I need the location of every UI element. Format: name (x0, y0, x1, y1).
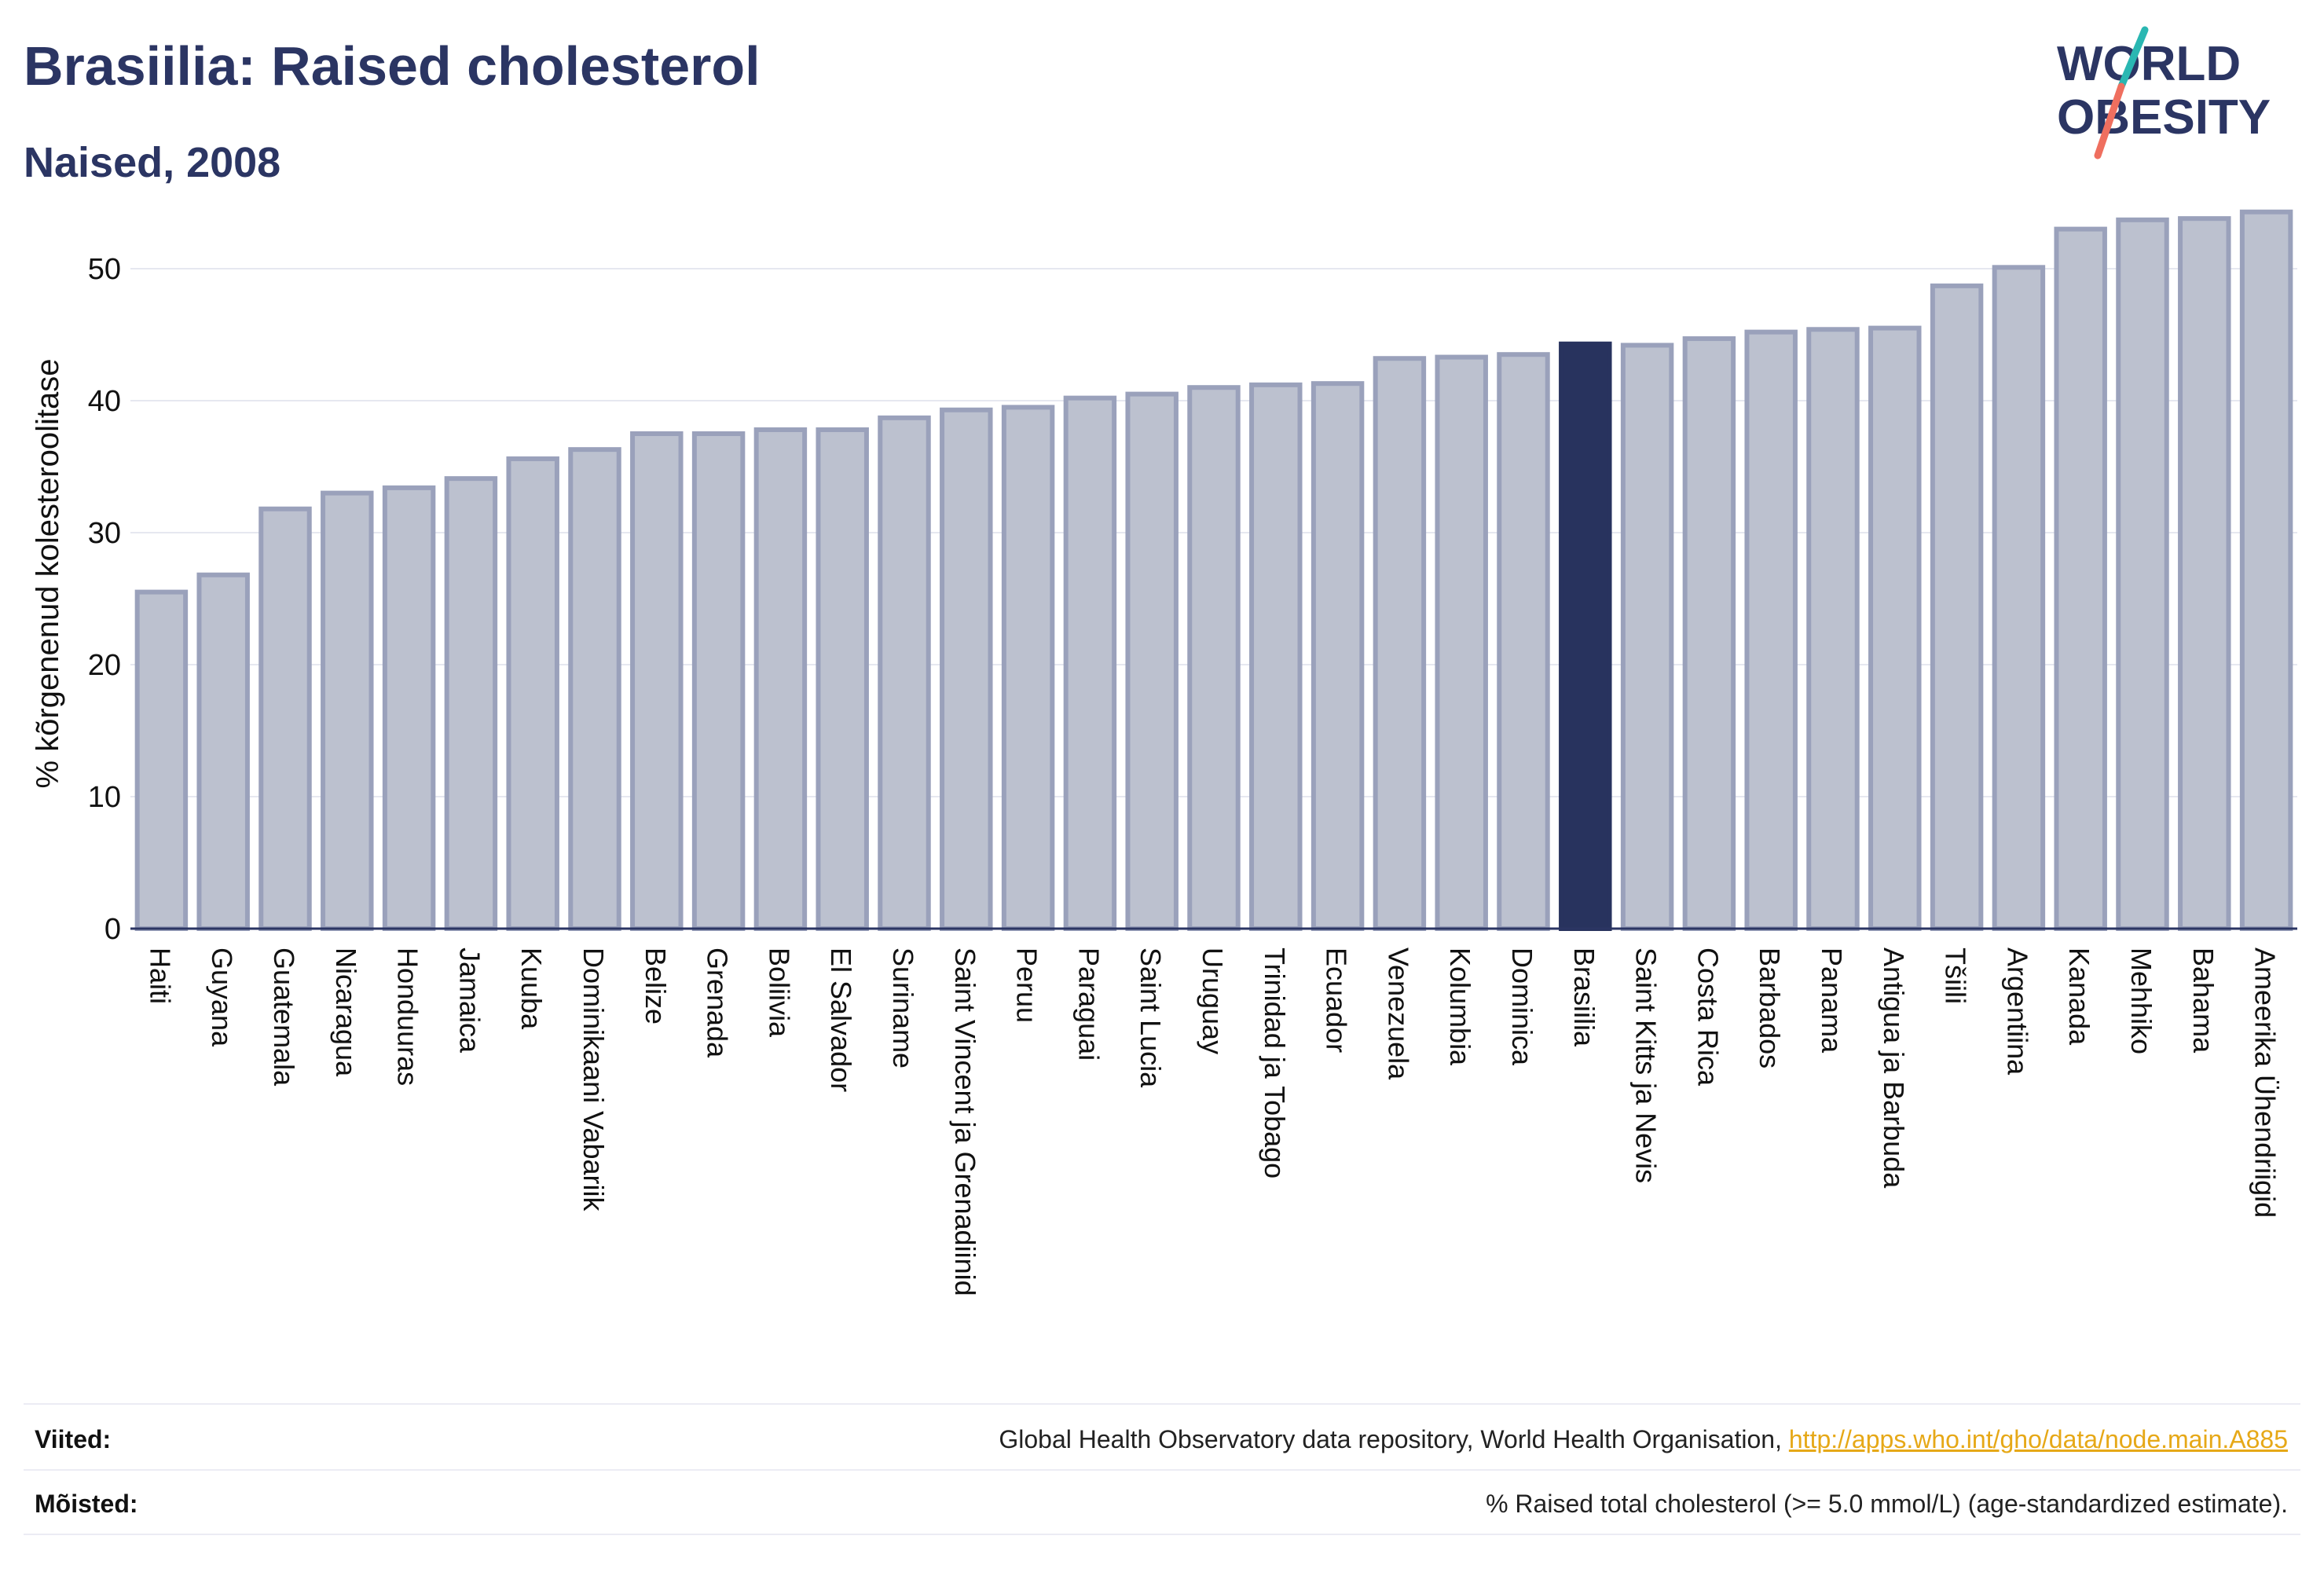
bar (506, 456, 559, 931)
x-tick-label: Saint Lucia (1135, 947, 1167, 1088)
x-tick-label: Uruguay (1197, 947, 1229, 1054)
bars (134, 209, 2293, 932)
x-tick-label: Mehhiko (2125, 947, 2157, 1054)
x-tick-label: Venezuela (1382, 947, 1414, 1080)
bar (2239, 209, 2293, 931)
bar (940, 407, 993, 931)
x-tick-label: Kuuba (515, 947, 548, 1030)
bar (568, 447, 621, 931)
x-tick-label: Suriname (887, 947, 919, 1068)
footer-divider-bottom (24, 1534, 2300, 1535)
bar (258, 506, 312, 931)
bar (1187, 385, 1241, 931)
x-tick-label: Jamaica (453, 947, 486, 1054)
x-tick-label: Costa Rica (1692, 947, 1724, 1087)
y-tick-label: 30 (88, 517, 121, 550)
definitions-label: Mõisted: (35, 1490, 138, 1518)
bar (134, 589, 189, 931)
bar (321, 490, 374, 931)
bar (753, 427, 808, 931)
bar-chart: 0 10 20 30 40 50 Haiti Guyana Guatemala Nicaragu… (31, 209, 2297, 1296)
bar (1744, 329, 1798, 931)
footer-divider-middle (24, 1469, 2300, 1471)
x-tick-label: Peruu (1011, 947, 1043, 1023)
x-tick-label: Brasiilia (1568, 947, 1600, 1047)
bar (878, 415, 931, 931)
bar (1373, 356, 1427, 931)
footer-divider-top (24, 1403, 2300, 1405)
bar (1001, 405, 1055, 931)
x-tick-label: Ecuador (1321, 947, 1353, 1053)
x-tick-label: Antigua ja Barbuda (1878, 947, 1910, 1189)
x-tick-label: Saint Kitts ja Nevis (1630, 947, 1662, 1183)
x-tick-label: Bahama (2187, 947, 2220, 1054)
bar (1435, 354, 1488, 931)
logo-slash-bottom (2094, 82, 2125, 159)
world-obesity-logo: WORLD OBESITY (2057, 26, 2271, 159)
bar (444, 476, 498, 931)
bar (1868, 325, 1922, 932)
y-axis-label: % kõrgenenud kolesteroolitase (31, 358, 65, 788)
definitions-text: % Raised total cholesterol (>= 5.0 mmol/… (1486, 1490, 2288, 1518)
y-tick-label: 40 (88, 385, 121, 418)
bar (1682, 336, 1736, 932)
chart-title: Brasiilia: Raised cholesterol (24, 35, 761, 97)
sources-link[interactable]: http://apps.who.int/gho/data/node.main.A… (1788, 1425, 2288, 1453)
logo-slash-top (2117, 26, 2149, 90)
x-tick-label: Guyana (206, 947, 238, 1047)
sources-text: Global Health Observatory data repositor… (999, 1425, 2288, 1454)
x-tick-label: Dominica (1506, 947, 1538, 1066)
bar (2178, 216, 2231, 932)
logo-line-obesity: OBESITY (2057, 90, 2271, 145)
sources-description: Global Health Observatory data repositor… (999, 1425, 1789, 1453)
x-tick-label: Guatemala (268, 947, 300, 1087)
logo-line-world: WORLD (2057, 37, 2241, 91)
x-tick-label: Dominikaani Vabariik (577, 947, 610, 1211)
bar (1806, 327, 1860, 931)
x-tick-label: Tšiili (1940, 947, 1972, 1004)
x-tick-label: Belize (640, 947, 672, 1024)
bar (816, 427, 869, 931)
x-tick-label: Kolumbia (1444, 947, 1476, 1066)
x-tick-label: El Salvador (825, 947, 857, 1092)
bar (1249, 382, 1303, 931)
x-tick-label: Haiti (144, 947, 176, 1004)
x-tick-label: Honduuras (392, 947, 424, 1086)
bar (1125, 391, 1178, 932)
bar (1310, 381, 1365, 932)
bar (1497, 352, 1550, 931)
x-tick-label: Nicaragua (330, 947, 362, 1077)
x-tick-labels: Haiti Guyana Guatemala Nicaragua Honduuras Ja… (144, 947, 2281, 1296)
x-tick-label: Trinidad ja Tobago (1259, 947, 1291, 1178)
bar (2054, 226, 2107, 932)
y-tick-label: 50 (88, 253, 121, 286)
bar (691, 431, 746, 931)
bar-highlighted (1559, 341, 1612, 931)
bar (1620, 343, 1674, 931)
x-tick-label: Ameerika Ühendriigid (2249, 947, 2282, 1218)
x-tick-label: Kanada (2063, 947, 2095, 1046)
x-tick-label: Grenada (702, 947, 734, 1058)
bar (630, 431, 684, 931)
y-tick-labels: 0 10 20 30 40 50 (88, 253, 121, 946)
x-tick-label: Paraguai (1072, 947, 1105, 1061)
sources-label: Viited: (35, 1425, 112, 1453)
x-tick-label: Boliivia (763, 947, 795, 1038)
bar (196, 572, 250, 931)
x-tick-label: Panama (1816, 947, 1848, 1054)
bar (2116, 217, 2169, 931)
y-tick-label: 20 (88, 649, 121, 682)
x-tick-label: Barbados (1754, 947, 1786, 1068)
y-tick-label: 0 (104, 913, 121, 946)
chart-subtitle: Naised, 2008 (24, 139, 281, 186)
x-tick-label: Saint Vincent ja Grenadiinid (949, 947, 981, 1296)
bar (1992, 265, 2046, 931)
bar (1063, 395, 1117, 931)
bar (1930, 283, 1984, 931)
bar (382, 485, 436, 931)
y-tick-label: 10 (88, 781, 121, 814)
x-tick-label: Argentiina (2001, 947, 2033, 1076)
